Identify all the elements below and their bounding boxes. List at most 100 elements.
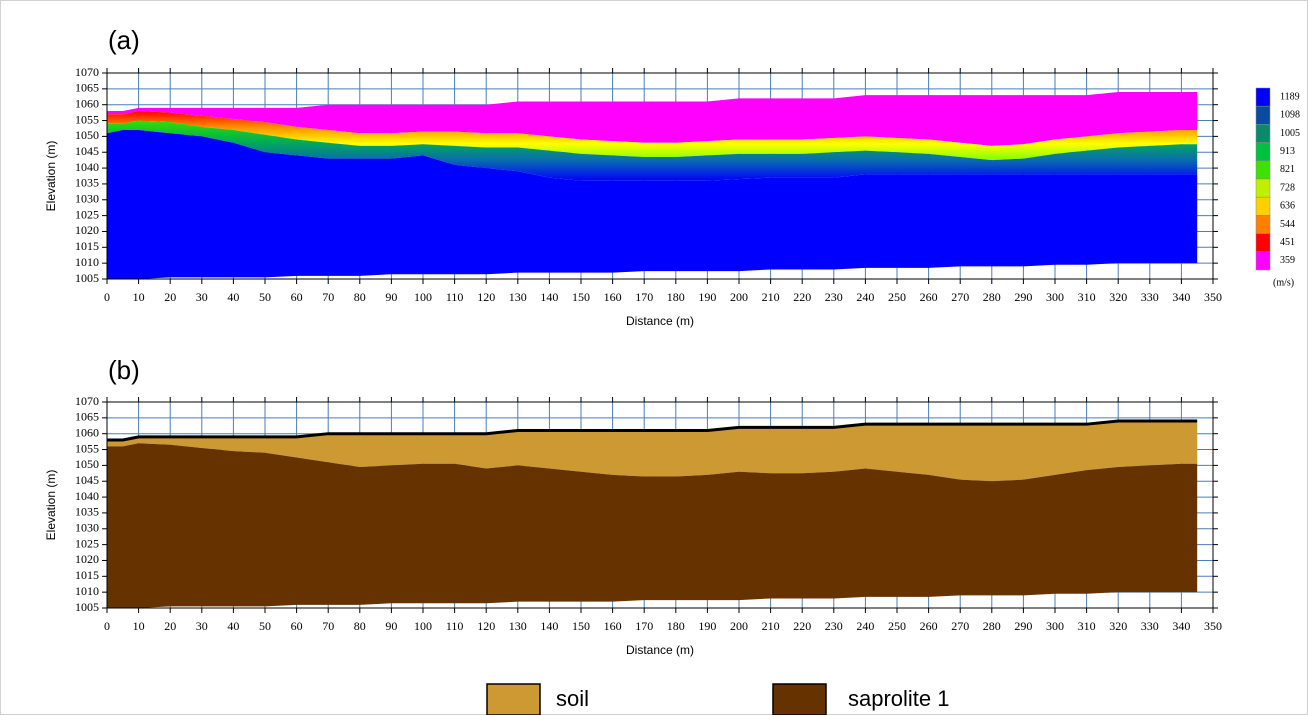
- colorbar-swatch: [1256, 106, 1270, 124]
- y-tick-label: 1045: [75, 473, 99, 487]
- x-tick-label: 10: [133, 290, 145, 304]
- y-tick-label: 1050: [75, 128, 99, 142]
- x-tick-label: 10: [133, 619, 145, 633]
- colorbar-label: 821: [1280, 164, 1295, 175]
- x-tick-label: 0: [104, 290, 110, 304]
- x-tick-label: 30: [196, 290, 208, 304]
- x-tick-label: 0: [104, 619, 110, 633]
- y-tick-label: 1010: [75, 255, 99, 269]
- panel-label: (b): [108, 355, 140, 385]
- colorbar-label: 1005: [1280, 128, 1300, 139]
- x-tick-label: 160: [604, 619, 622, 633]
- y-tick-label: 1015: [75, 239, 99, 253]
- y-axis-title: Elevation (m): [44, 141, 58, 212]
- x-tick-label: 190: [698, 290, 716, 304]
- colorbar-label: 728: [1280, 182, 1295, 193]
- x-tick-label: 310: [1078, 619, 1096, 633]
- colorbar-label: 913: [1280, 146, 1295, 157]
- x-axis-title: Distance (m): [626, 643, 694, 657]
- y-tick-label: 1040: [75, 160, 99, 174]
- x-tick-label: 80: [354, 290, 366, 304]
- x-tick-label: 280: [983, 619, 1001, 633]
- x-tick-label: 220: [793, 619, 811, 633]
- x-tick-label: 350: [1204, 290, 1222, 304]
- x-tick-label: 260: [920, 619, 938, 633]
- y-tick-label: 1045: [75, 144, 99, 158]
- x-tick-label: 110: [446, 619, 464, 633]
- y-tick-label: 1035: [75, 176, 99, 190]
- x-tick-label: 100: [414, 290, 432, 304]
- y-tick-label: 1035: [75, 505, 99, 519]
- y-tick-label: 1030: [75, 521, 99, 535]
- colorbar-swatch: [1256, 161, 1270, 179]
- x-tick-label: 100: [414, 619, 432, 633]
- x-tick-label: 220: [793, 290, 811, 304]
- x-tick-label: 320: [1109, 290, 1127, 304]
- x-tick-label: 20: [164, 619, 176, 633]
- colorbar-swatch: [1256, 234, 1270, 252]
- x-tick-label: 150: [572, 619, 590, 633]
- x-tick-label: 330: [1141, 619, 1159, 633]
- y-tick-label: 1070: [75, 394, 99, 408]
- colorbar-label: 544: [1280, 219, 1295, 230]
- x-tick-label: 240: [856, 290, 874, 304]
- colorbar-swatch: [1256, 252, 1270, 270]
- x-tick-label: 330: [1141, 290, 1159, 304]
- colorbar-label: 1098: [1280, 110, 1300, 121]
- x-tick-label: 210: [762, 290, 780, 304]
- colorbar-label: 359: [1280, 255, 1295, 266]
- y-tick-label: 1040: [75, 489, 99, 503]
- x-tick-label: 160: [604, 290, 622, 304]
- x-tick-label: 260: [920, 290, 938, 304]
- x-tick-label: 320: [1109, 619, 1127, 633]
- x-tick-label: 230: [825, 290, 843, 304]
- x-tick-label: 300: [1046, 619, 1064, 633]
- x-tick-label: 130: [509, 619, 527, 633]
- colorbar-swatch: [1256, 197, 1270, 215]
- x-tick-label: 110: [446, 290, 464, 304]
- colorbar-label: 1189: [1280, 91, 1300, 102]
- y-tick-label: 1060: [75, 96, 99, 110]
- y-tick-label: 1050: [75, 457, 99, 471]
- x-tick-label: 130: [509, 290, 527, 304]
- x-tick-label: 210: [762, 619, 780, 633]
- y-tick-label: 1020: [75, 223, 99, 237]
- y-tick-label: 1030: [75, 192, 99, 206]
- y-tick-label: 1020: [75, 552, 99, 566]
- y-tick-label: 1060: [75, 425, 99, 439]
- colorbar-swatch: [1256, 179, 1270, 197]
- legend-label: saprolite 1: [848, 686, 950, 711]
- x-tick-label: 340: [1172, 290, 1190, 304]
- legend-swatch: [487, 684, 540, 715]
- colorbar-swatch: [1256, 215, 1270, 233]
- x-tick-label: 180: [667, 290, 685, 304]
- x-tick-label: 90: [385, 290, 397, 304]
- y-tick-label: 1065: [75, 410, 99, 424]
- x-tick-label: 190: [698, 619, 716, 633]
- legend-label: soil: [556, 686, 589, 711]
- colorbar-swatch: [1256, 124, 1270, 142]
- x-tick-label: 170: [635, 619, 653, 633]
- y-tick-label: 1015: [75, 568, 99, 582]
- y-tick-label: 1010: [75, 584, 99, 598]
- x-tick-label: 150: [572, 290, 590, 304]
- x-tick-label: 250: [888, 619, 906, 633]
- x-tick-label: 250: [888, 290, 906, 304]
- x-tick-label: 290: [1014, 619, 1032, 633]
- x-tick-label: 30: [196, 619, 208, 633]
- x-tick-label: 90: [385, 619, 397, 633]
- colorbar-unit: (m/s): [1273, 277, 1294, 288]
- x-tick-label: 40: [227, 290, 239, 304]
- x-tick-label: 120: [477, 290, 495, 304]
- x-tick-label: 140: [540, 290, 558, 304]
- y-tick-label: 1065: [75, 81, 99, 95]
- x-tick-label: 290: [1014, 290, 1032, 304]
- x-tick-label: 50: [259, 290, 271, 304]
- y-tick-label: 1005: [75, 600, 99, 614]
- x-tick-label: 270: [951, 290, 969, 304]
- x-tick-label: 60: [291, 619, 303, 633]
- x-tick-label: 80: [354, 619, 366, 633]
- legend-swatch: [773, 684, 826, 715]
- x-tick-label: 200: [730, 619, 748, 633]
- panel-label: (a): [108, 25, 140, 55]
